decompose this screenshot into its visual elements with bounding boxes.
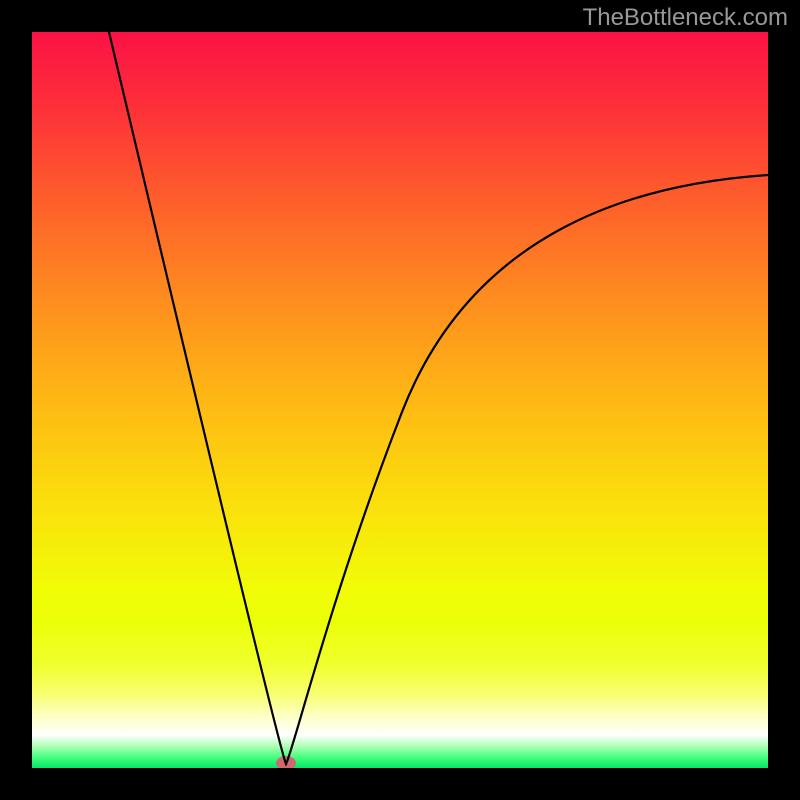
gradient-background [32,32,768,768]
bottleneck-curve [32,32,768,768]
plot-area [32,32,768,768]
watermark-text: TheBottleneck.com [583,4,788,32]
chart-container: TheBottleneck.com [0,0,800,800]
